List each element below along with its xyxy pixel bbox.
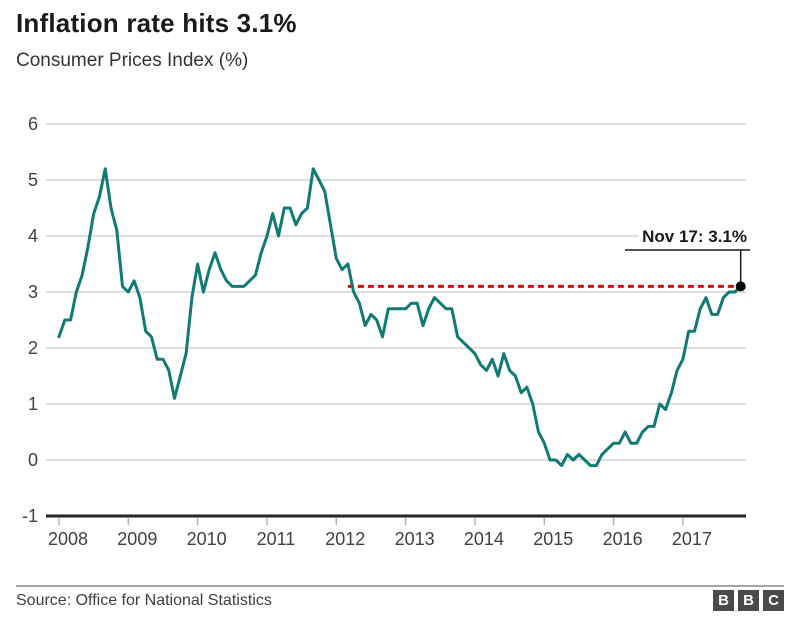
y-axis-tick-label: 1	[28, 394, 38, 414]
footer-divider	[16, 585, 784, 587]
bbc-logo-letter: B	[713, 590, 734, 611]
end-point-marker	[735, 281, 746, 292]
annotation-label: Nov 17: 3.1%	[639, 227, 750, 247]
x-axis-tick-label: 2011	[257, 529, 296, 549]
page-title: Inflation rate hits 3.1%	[16, 8, 297, 38]
y-axis-tick-label: 3	[28, 282, 38, 302]
y-axis-tick-label: 4	[28, 226, 38, 246]
chart-subtitle: Consumer Prices Index (%)	[16, 50, 249, 71]
x-axis-tick-label: 2010	[187, 529, 227, 549]
x-axis-tick-label: 2014	[464, 529, 504, 549]
y-axis-tick-label: 5	[28, 170, 38, 190]
y-axis-tick-label: -1	[22, 506, 38, 526]
x-axis-tick-label: 2016	[603, 529, 643, 549]
bbc-logo-letter: B	[738, 590, 759, 611]
x-axis-tick-label: 2009	[117, 529, 157, 549]
x-axis-tick-label: 2008	[48, 529, 88, 549]
x-axis-tick-label: 2015	[533, 529, 573, 549]
x-axis-tick-label: 2012	[325, 529, 365, 549]
x-axis-tick-label: 2017	[672, 529, 712, 549]
y-axis-tick-label: 0	[28, 450, 38, 470]
bbc-logo-letter: C	[763, 590, 784, 611]
x-axis-tick-label: 2013	[395, 529, 435, 549]
y-axis-tick-label: 6	[28, 114, 38, 134]
y-axis-tick-label: 2	[28, 338, 38, 358]
bbc-logo: B B C	[713, 590, 784, 611]
cpi-line	[57, 167, 743, 468]
source-attribution: Source: Office for National Statistics	[16, 592, 272, 609]
